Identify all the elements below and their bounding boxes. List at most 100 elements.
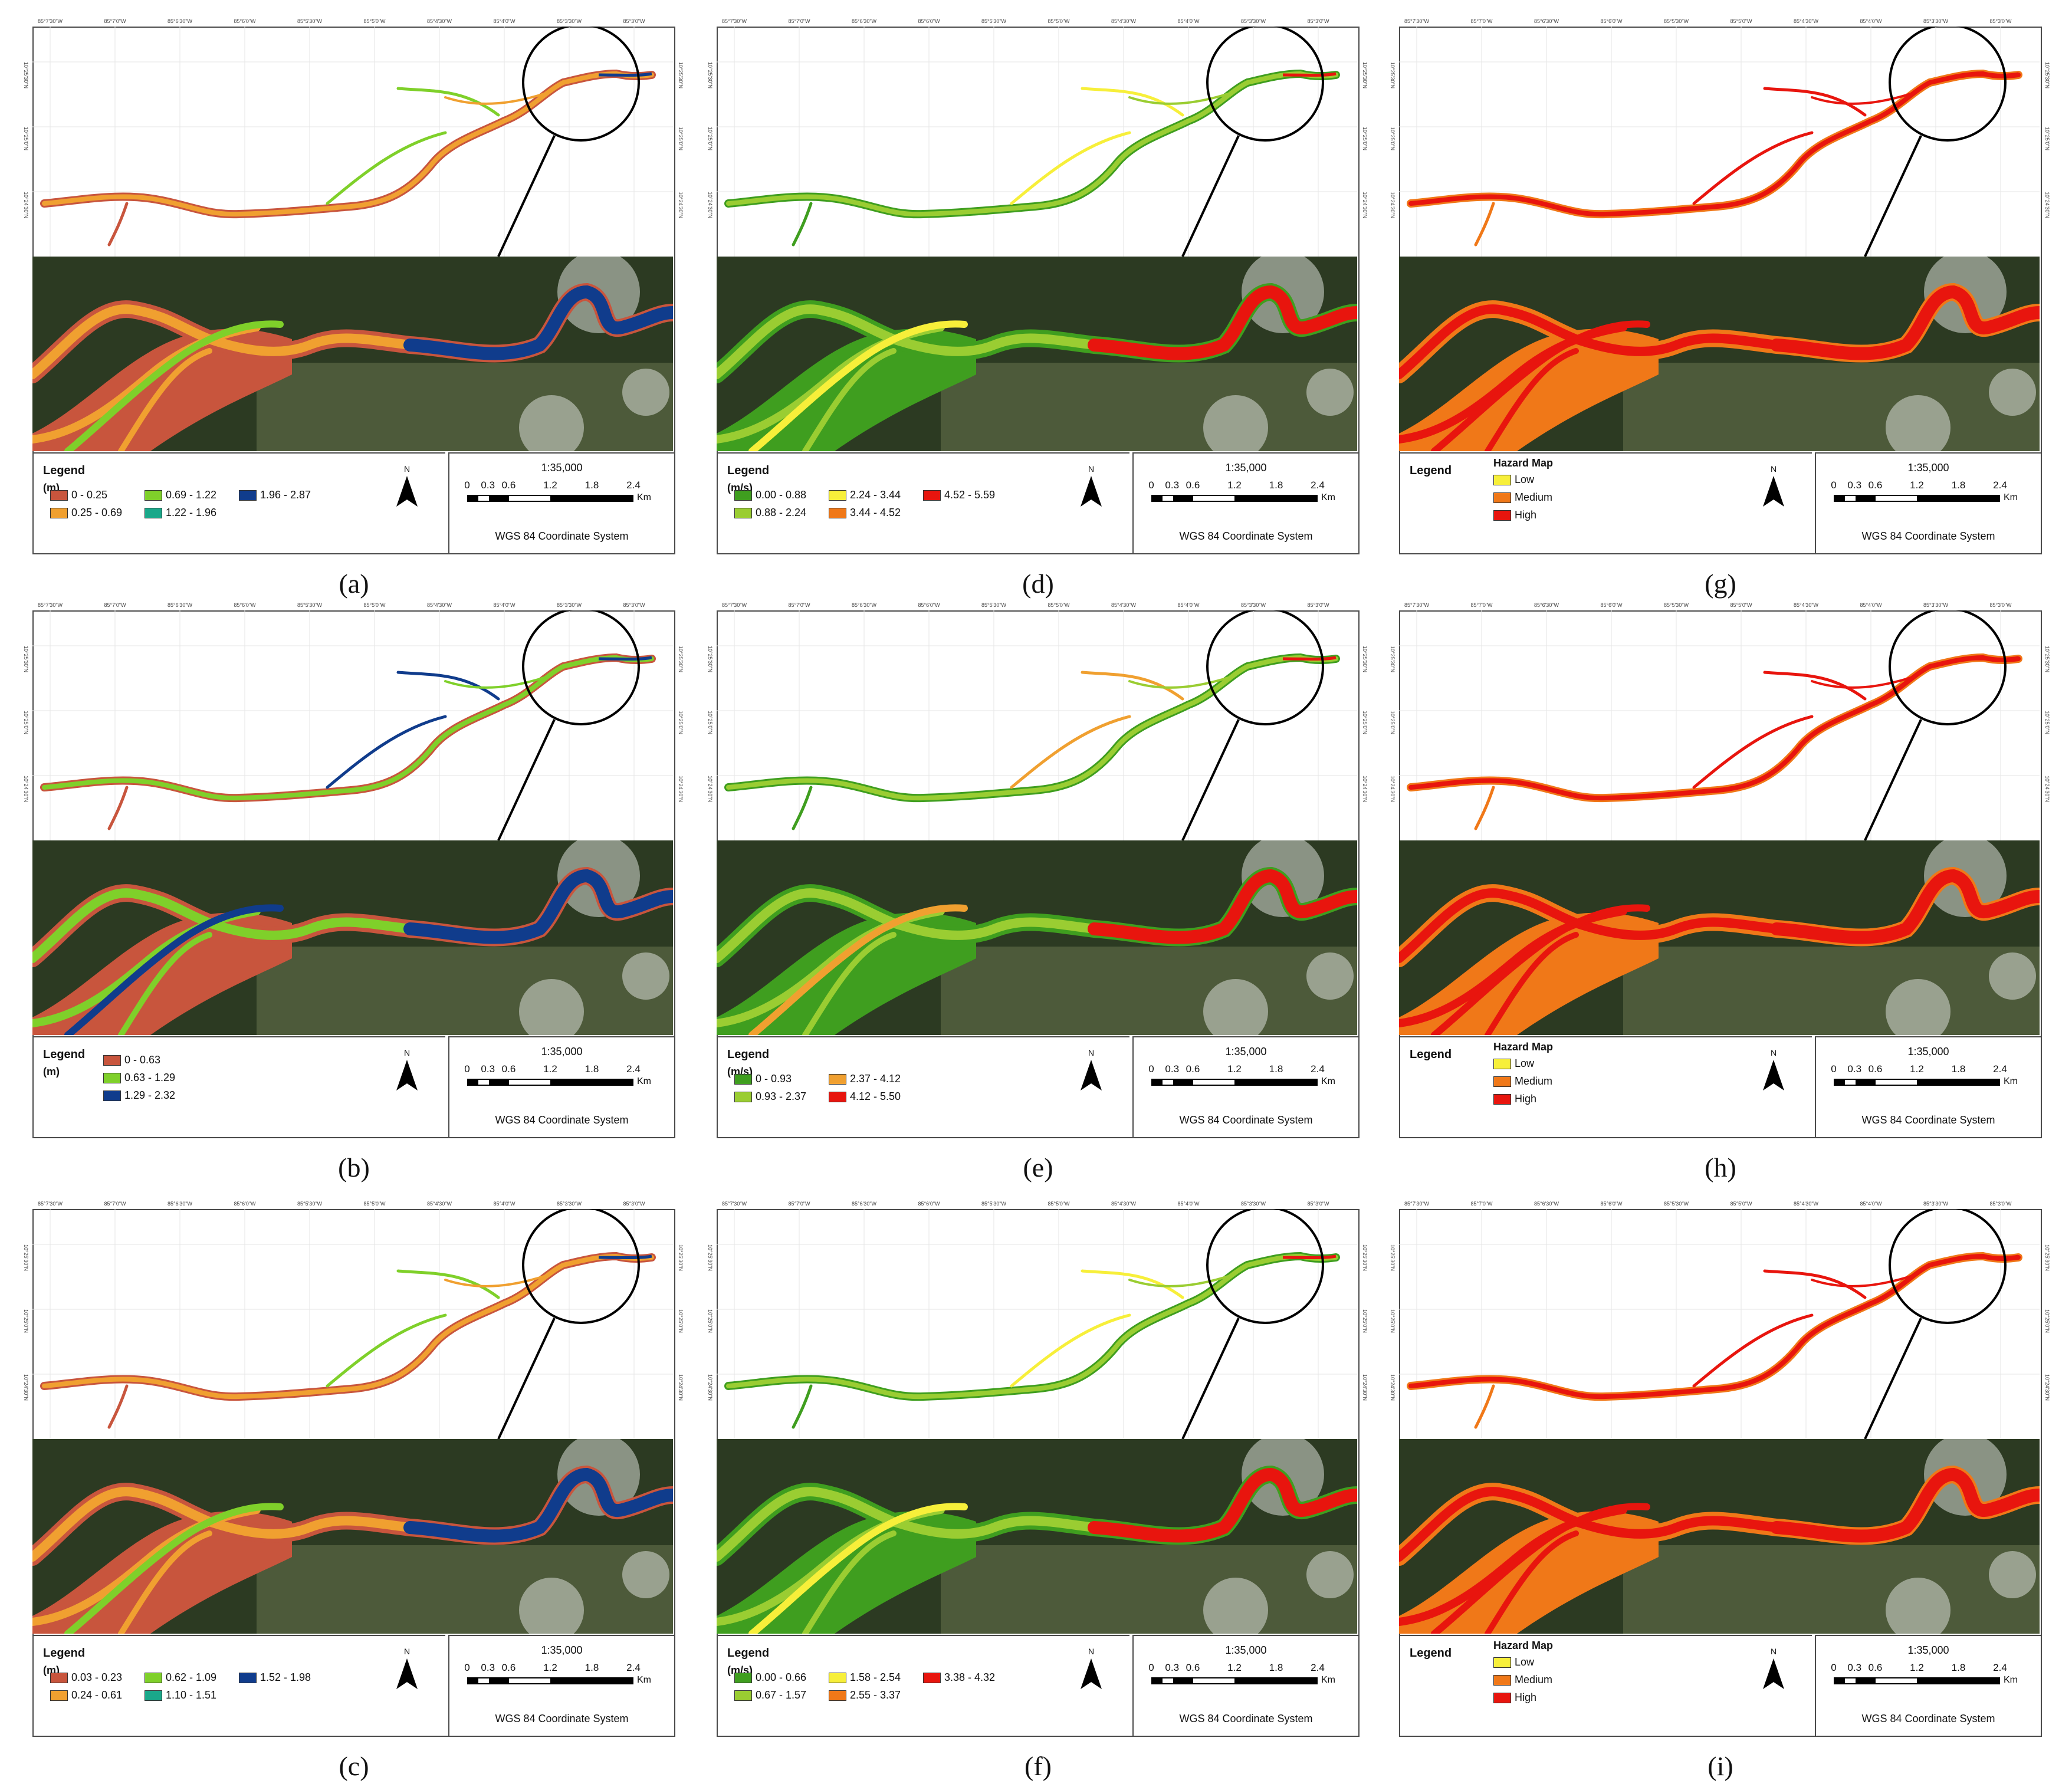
scale-number: 0.3 (481, 1662, 495, 1673)
flood-extent (724, 653, 1340, 803)
scale-number: 0 (1831, 1063, 1837, 1075)
zoom-circle (1206, 1209, 1324, 1324)
longitude-tick: 85°3'0"W (1307, 18, 1329, 24)
legend-label: 2.37 - 4.12 (850, 1073, 901, 1085)
flood-extent (64, 904, 284, 1035)
scale-number: 0.3 (1847, 479, 1862, 491)
flood-extent (1088, 1467, 1357, 1543)
legend-swatch (1493, 1657, 1511, 1668)
overview-map (1399, 27, 2040, 257)
longitude-tick: 85°6'30"W (1534, 1201, 1559, 1207)
legend-item: 2.37 - 4.12 (829, 1073, 901, 1085)
zoom-circle (522, 1209, 640, 1324)
flood-extent (1692, 1313, 1814, 1388)
legend-label: 1.58 - 2.54 (850, 1671, 901, 1683)
zoom-leader-line (497, 135, 556, 257)
scale-bar-segment (550, 1080, 592, 1085)
cloud (1306, 1551, 1354, 1598)
scale-numbers: 0 0.3 0.6 1.2 1.8 2.4 (1831, 1662, 2022, 1675)
flood-extent (1770, 869, 2040, 944)
legend-item: Low (1493, 1656, 1534, 1668)
coordinate-system: WGS 84 Coordinate System (495, 1713, 629, 1724)
legend-title: Legend (43, 1647, 86, 1660)
longitude-tick: 85°3'0"W (1307, 602, 1329, 608)
longitude-tick: 85°5'30"W (981, 602, 1007, 608)
longitude-tick: 85°7'30"W (1404, 1201, 1430, 1207)
legend-item: 0.67 - 1.57 (734, 1689, 806, 1701)
legend-item: 3.44 - 4.52 (829, 507, 901, 519)
legend-label: 0 - 0.93 (756, 1073, 792, 1085)
farmland-area (257, 363, 673, 451)
flood-extent (1408, 1253, 2021, 1400)
longitude-tick: 85°6'0"W (234, 18, 256, 24)
legend-item: 0.63 - 1.29 (103, 1072, 175, 1084)
flood-extent (118, 1530, 212, 1634)
flood-extent (1282, 1254, 1337, 1259)
legend-box: Legend (m) 0 - 0.25 0.25 - 0.69 0.69 - 1.22 1… (32, 452, 445, 553)
scale-number: 0 (1831, 479, 1837, 491)
flood-extent (1010, 715, 1131, 789)
panel-caption: (i) (1707, 1751, 1733, 1781)
panel-caption: (f) (1024, 1751, 1052, 1781)
flood-extent (1474, 202, 1495, 247)
scale-bar-segment (1844, 1080, 1856, 1085)
scale-bar-segment (478, 1080, 489, 1085)
scale-number: 0 (1831, 1662, 1837, 1673)
scale-bar-segment (478, 496, 489, 501)
flood-extent (42, 655, 654, 801)
longitude-tick: 85°7'30"W (37, 602, 63, 608)
longitude-tick: 85°5'0"W (1048, 602, 1070, 608)
longitude-tick: 85°4'30"W (426, 18, 452, 24)
north-arrow: N (1759, 1048, 1788, 1096)
scale-bar-segment (1234, 1080, 1276, 1085)
north-arrow-icon (1081, 1658, 1102, 1689)
latitude-tick: 10°24'30"N (23, 192, 29, 219)
latitude-tick: 10°24'30"N (678, 776, 684, 803)
latitude-tick: 10°25'30"N (1362, 62, 1368, 89)
scale-unit: Km (637, 492, 651, 502)
scale-bar-segment (488, 496, 510, 501)
scale-box: 1:35,000 0 0.3 0.6 1.2 1.8 2.4 Km WGS 84 Coordin… (1132, 452, 1358, 553)
legend-label: Low (1515, 1656, 1535, 1668)
legend-item: 0 - 0.25 (50, 489, 107, 501)
north-label: N (1088, 464, 1095, 474)
flood-extent (748, 904, 968, 1035)
scale-numbers: 0 0.3 0.6 1.2 1.8 2.4 (1831, 479, 2022, 492)
legend-swatch (50, 1690, 68, 1701)
latitude-tick: 10°25'0"N (2044, 711, 2050, 735)
scale-number: 1.2 (1910, 1063, 1924, 1075)
scale-ratio: 1:35,000 (541, 1046, 583, 1057)
latitude-tick: 10°25'30"N (707, 62, 713, 89)
flood-extent (792, 786, 813, 830)
latitude-tick: 10°25'0"N (1362, 711, 1368, 735)
legend-item: 1.22 - 1.96 (145, 507, 216, 519)
longitude-tick: 85°6'0"W (918, 602, 940, 608)
scale-numbers: 0 0.3 0.6 1.2 1.8 2.4 (1148, 1662, 1340, 1675)
cloud (1886, 395, 1950, 451)
scale-number: 2.4 (1993, 1662, 2007, 1673)
scale-bar-segment (550, 496, 592, 501)
scale-number: 0.6 (1186, 1063, 1200, 1075)
longitude-tick: 85°5'30"W (297, 18, 323, 24)
legend-swatch (103, 1055, 121, 1066)
overview-map (32, 610, 673, 840)
longitude-tick: 85°6'30"W (167, 602, 193, 608)
legend-swatch (145, 490, 162, 501)
legend-item: 3.38 - 4.32 (923, 1671, 995, 1684)
scale-bar-segment (1275, 1080, 1317, 1085)
legend-item: Medium (1493, 1674, 1552, 1686)
latitude-tick: 10°25'30"N (678, 62, 684, 89)
farmland-area (1623, 363, 2040, 451)
latitude-tick: 10°25'30"N (678, 646, 684, 673)
scale-numbers: 0 0.3 0.6 1.2 1.8 2.4 (1148, 479, 1340, 492)
legend-label: 0.67 - 1.57 (756, 1689, 807, 1701)
longitude-tick: 85°5'0"W (1048, 1201, 1070, 1207)
legend-label: 2.24 - 3.44 (850, 489, 901, 501)
legend-item: 1.10 - 1.51 (145, 1689, 216, 1701)
detail-satellite-map (1399, 1439, 2040, 1634)
legend-item: Medium (1493, 1075, 1552, 1088)
legend-item: 4.12 - 5.50 (829, 1090, 901, 1103)
longitude-tick: 85°7'30"W (721, 1201, 747, 1207)
legend-title: Legend (1410, 1647, 1452, 1660)
longitude-tick: 85°3'30"W (1240, 18, 1266, 24)
